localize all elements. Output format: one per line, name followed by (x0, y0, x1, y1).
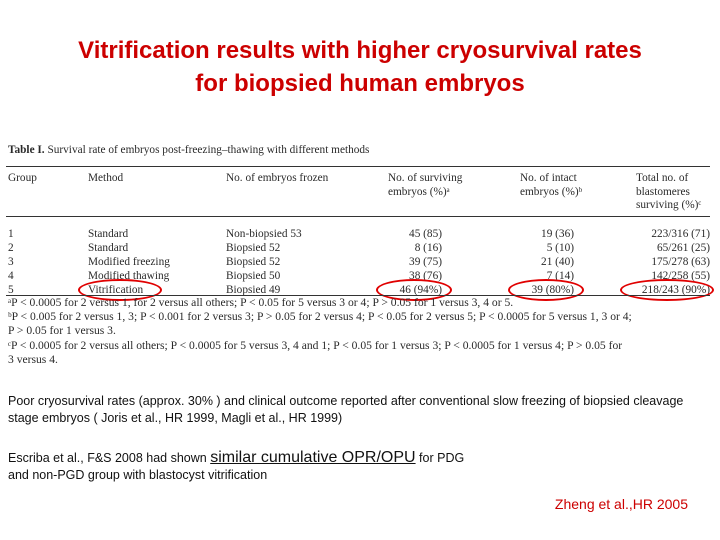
header-group: Group (8, 172, 37, 184)
header-embryos-frozen: No. of embryos frozen (226, 172, 329, 184)
table-cell-surviving: 8 (16) (414, 242, 442, 254)
slide-title-line-2: for biopsied human embryos (195, 70, 525, 97)
table-cell-method: Modified freezing (88, 256, 170, 268)
table-cell-intact: 21 (40) (541, 256, 574, 268)
header-surviving: No. of surviving embryos (%)ᵃ (388, 172, 462, 199)
footnote-a: ᵃP < 0.0005 for 2 versus 1, for 2 versus… (8, 296, 514, 309)
table-caption-label: Table I. (8, 144, 45, 156)
table-header-rule (6, 216, 710, 217)
table-cell-intact: 19 (36) (541, 228, 574, 240)
table-top-rule (6, 166, 710, 167)
table-cell-frozen: Biopsied 50 (226, 270, 281, 282)
paragraph-slow-freezing: Poor cryosurvival rates (approx. 30% ) a… (8, 394, 684, 425)
highlight-circle-surviving (376, 279, 452, 301)
table-cell-frozen: Biopsied 52 (226, 256, 281, 268)
citation-zheng: Zheng et al.,HR 2005 (554, 496, 688, 512)
footnote-c-continued: 3 versus 4. (8, 352, 58, 366)
paragraph-escriba-prefix: Escriba et al., F&S 2008 had shown (8, 451, 211, 465)
header-intact: No. of intact embryos (%)ᵇ (520, 172, 582, 199)
highlight-circle-vitrification (78, 279, 162, 301)
survival-table: Table I. Survival rate of embryos post-f… (6, 144, 714, 366)
slide-title-line-1: Vitrification results with higher cryosu… (78, 37, 642, 64)
table-cell-group: 5 (8, 284, 14, 296)
header-surviving-line-1: No. of surviving (388, 172, 463, 184)
table-caption: Table I. Survival rate of embryos post-f… (8, 144, 369, 156)
highlight-circle-intact (508, 279, 584, 301)
table-cell-frozen: Biopsied 52 (226, 242, 281, 254)
header-intact-line-1: No. of intact (520, 172, 577, 184)
table-cell-method: Standard (88, 228, 129, 240)
table-cell-intact: 5 (10) (546, 242, 574, 254)
table-cell-method: Standard (88, 242, 129, 254)
table-caption-text: Survival rate of embryos post-freezing–t… (47, 144, 370, 156)
table-cell-group: 3 (8, 256, 14, 268)
highlight-circle-blastomeres (620, 279, 714, 301)
table-footnotes: ᵃP < 0.0005 for 2 versus 1, for 2 versus… (8, 296, 710, 367)
table-bottom-rule (6, 295, 710, 296)
table-cell-frozen: Biopsied 49 (226, 284, 281, 296)
table-cell-surviving: 45 (85) (409, 228, 442, 240)
header-method: Method (88, 172, 124, 184)
footnote-b-continued: P > 0.05 for 1 versus 3. (8, 324, 116, 338)
header-blastomeres-line-3: surviving (%)ᶜ (636, 199, 702, 211)
paragraph-escriba: Escriba et al., F&S 2008 had shown simil… (8, 449, 708, 484)
footnote-b: ᵇP < 0.005 for 2 versus 1, 3; P < 0.001 … (8, 310, 632, 324)
header-surviving-line-2: embryos (%)ᵃ (388, 185, 450, 198)
header-intact-line-2: embryos (%)ᵇ (520, 185, 583, 198)
table-cell-surviving: 39 (75) (409, 256, 442, 268)
table-cell-blastomeres: 175/278 (63) (651, 256, 710, 268)
table-cell-blastomeres: 223/316 (71) (651, 228, 710, 240)
paragraph-escriba-emphasis: similar cumulative OPR/OPU (210, 449, 416, 466)
header-blastomeres: Total no. of blastomeres surviving (%)ᶜ (636, 172, 701, 213)
table-cell-group: 1 (8, 228, 14, 240)
footnote-c: ᶜP < 0.0005 for 2 versus all others; P <… (8, 338, 623, 352)
paragraph-escriba-suffix: for PDG (415, 451, 465, 465)
slide-title: Vitrification results with higher cryosu… (0, 34, 720, 100)
table-cell-frozen: Non-biopsied 53 (226, 228, 302, 240)
header-blastomeres-line-2: blastomeres (636, 185, 690, 198)
paragraph-escriba-line-2: and non-PGD group with blastocyst vitrif… (8, 468, 268, 482)
table-cell-blastomeres: 65/261 (25) (656, 242, 710, 254)
header-blastomeres-line-1: Total no. of (636, 172, 689, 184)
table-cell-group: 4 (8, 270, 14, 282)
table-cell-group: 2 (8, 242, 14, 254)
